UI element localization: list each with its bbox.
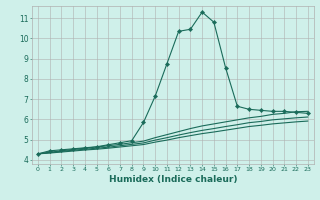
X-axis label: Humidex (Indice chaleur): Humidex (Indice chaleur): [108, 175, 237, 184]
